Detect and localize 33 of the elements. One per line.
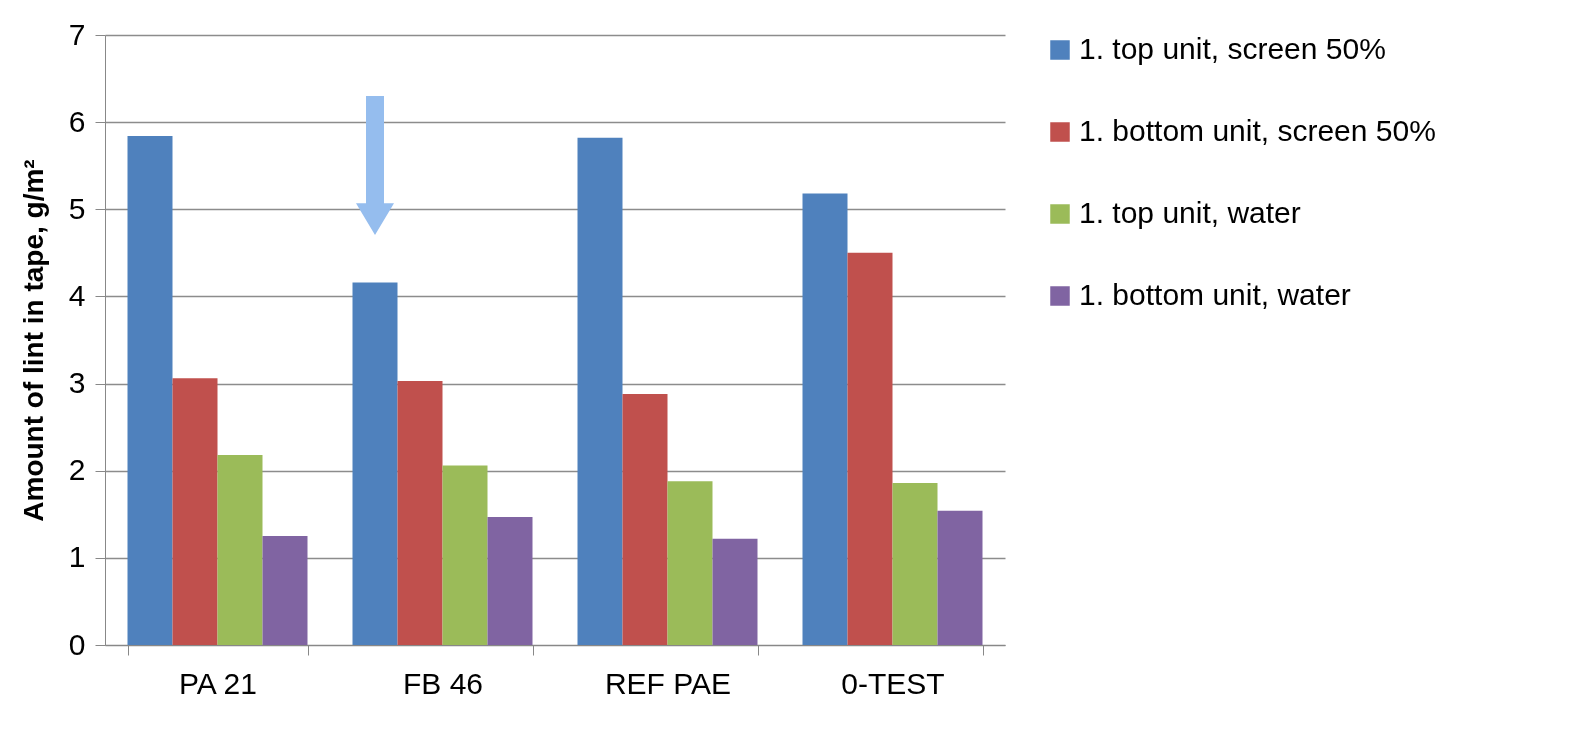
y-tick-label: 3 [68,366,86,400]
x-tick-label: PA 21 [179,666,257,700]
bar [397,380,443,645]
bar [937,510,983,645]
legend-label: 1. top unit, screen 50% [1079,32,1386,65]
bar [442,465,488,645]
y-tick-label: 2 [68,453,86,487]
y-axis-title: Amount of lint in tape, g/m² [17,159,49,522]
bar [487,516,533,645]
bar [712,538,758,645]
bar [802,193,848,645]
bar [892,482,938,645]
legend-label: 1. bottom unit, water [1079,278,1351,311]
bar [667,481,713,645]
y-tick-label: 6 [68,104,86,138]
legend-label: 1. top unit, water [1079,196,1301,229]
bar [847,252,893,645]
bar [622,394,668,645]
bar [217,455,263,645]
y-tick-label: 4 [68,278,86,312]
bar [352,282,398,645]
x-tick-label: FB 46 [402,666,484,700]
bar [127,136,173,645]
y-tick-label: 1 [68,540,86,574]
bar [577,137,623,645]
x-tick-label: 0-TEST [841,666,945,700]
y-tick-label: 7 [68,17,86,51]
bar [262,536,308,645]
y-tick-label: 5 [68,191,86,225]
bar [172,378,218,645]
x-tick-label: REF PAE [604,666,732,700]
y-tick-label: 0 [68,627,86,661]
legend-label: 1. bottom unit, screen 50% [1079,114,1436,147]
